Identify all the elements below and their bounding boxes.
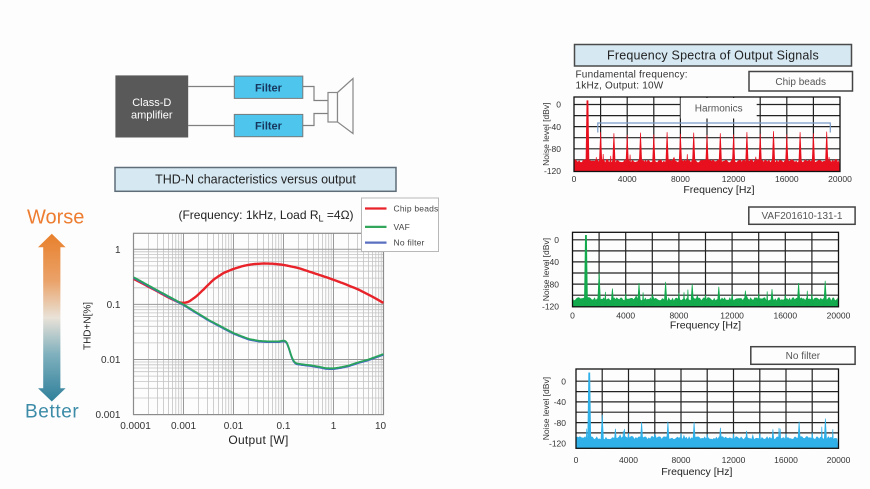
svg-text:0.0001: 0.0001	[120, 421, 151, 432]
svg-text:12000: 12000	[722, 455, 746, 465]
svg-text:-40: -40	[549, 122, 562, 132]
svg-text:Output [W]: Output [W]	[228, 433, 288, 447]
svg-text:0.01: 0.01	[224, 421, 244, 432]
svg-text:-120: -120	[544, 166, 561, 176]
svg-text:Filter: Filter	[255, 82, 283, 94]
svg-text:4000: 4000	[616, 310, 635, 320]
svg-text:VAF: VAF	[394, 222, 411, 232]
svg-text:1: 1	[115, 245, 121, 256]
svg-text:amplifier: amplifier	[131, 110, 173, 122]
svg-text:THD-N characteristics versus o: THD-N characteristics versus output	[155, 173, 356, 187]
svg-text:-80: -80	[554, 418, 567, 428]
svg-text:No filter: No filter	[786, 351, 821, 362]
svg-text:Noise level [dBv]: Noise level [dBv]	[541, 103, 551, 166]
svg-text:16000: 16000	[773, 310, 797, 320]
svg-text:0.01: 0.01	[101, 355, 121, 366]
svg-text:0.1: 0.1	[107, 300, 121, 311]
svg-text:0: 0	[574, 455, 579, 465]
svg-text:0.1: 0.1	[277, 421, 291, 432]
svg-text:-80: -80	[547, 279, 560, 289]
svg-text:Frequency [Hz]: Frequency [Hz]	[661, 466, 732, 478]
svg-text:1kHz, Output: 10W: 1kHz, Output: 10W	[576, 81, 664, 92]
svg-text:0: 0	[556, 100, 561, 110]
svg-text:-80: -80	[549, 144, 562, 154]
svg-text:Fundamental frequency:: Fundamental frequency:	[576, 70, 688, 81]
svg-text:Frequency Spectra of Output Si: Frequency Spectra of Output Signals	[607, 49, 819, 63]
svg-text:Better: Better	[25, 402, 79, 423]
svg-text:Class-D: Class-D	[132, 97, 171, 109]
svg-text:1: 1	[331, 421, 337, 432]
svg-text:-120: -120	[549, 439, 566, 449]
svg-text:Harmonics: Harmonics	[695, 104, 743, 115]
svg-text:20000: 20000	[828, 174, 852, 184]
svg-text:0.001: 0.001	[95, 410, 120, 421]
svg-text:8000: 8000	[671, 174, 690, 184]
svg-text:Frequency [Hz]: Frequency [Hz]	[670, 319, 741, 331]
svg-text:-40: -40	[547, 257, 560, 267]
svg-text:Worse: Worse	[27, 207, 84, 229]
svg-text:THD+N[%]: THD+N[%]	[83, 302, 94, 350]
svg-text:VAF201610-131-1: VAF201610-131-1	[762, 211, 843, 222]
svg-text:16000: 16000	[774, 455, 798, 465]
svg-text:Noise level [dBv]: Noise level [dBv]	[541, 238, 551, 301]
svg-text:4000: 4000	[619, 455, 638, 465]
svg-text:8000: 8000	[669, 310, 688, 320]
svg-text:No filter: No filter	[394, 238, 425, 248]
svg-text:0: 0	[570, 310, 575, 320]
svg-text:0: 0	[561, 376, 566, 386]
svg-text:10: 10	[375, 421, 387, 432]
svg-text:4000: 4000	[618, 174, 637, 184]
svg-text:(Frequency: 1kHz, Load RL =4Ω): (Frequency: 1kHz, Load RL =4Ω)	[178, 208, 353, 224]
svg-text:0: 0	[572, 174, 577, 184]
svg-text:Chip beads: Chip beads	[394, 204, 439, 214]
svg-text:Noise level [dBv]: Noise level [dBv]	[541, 377, 551, 440]
svg-text:Chip beads: Chip beads	[775, 77, 826, 88]
svg-text:-40: -40	[554, 397, 567, 407]
svg-text:0.001: 0.001	[171, 421, 196, 432]
svg-text:Filter: Filter	[255, 121, 283, 133]
svg-text:12000: 12000	[720, 310, 744, 320]
svg-text:12000: 12000	[722, 174, 746, 184]
svg-text:20000: 20000	[827, 310, 851, 320]
svg-text:-120: -120	[542, 301, 559, 311]
svg-text:0: 0	[554, 235, 559, 245]
svg-text:Frequency [Hz]: Frequency [Hz]	[683, 184, 754, 196]
svg-text:8000: 8000	[672, 455, 691, 465]
svg-text:20000: 20000	[827, 455, 851, 465]
svg-text:16000: 16000	[775, 174, 799, 184]
